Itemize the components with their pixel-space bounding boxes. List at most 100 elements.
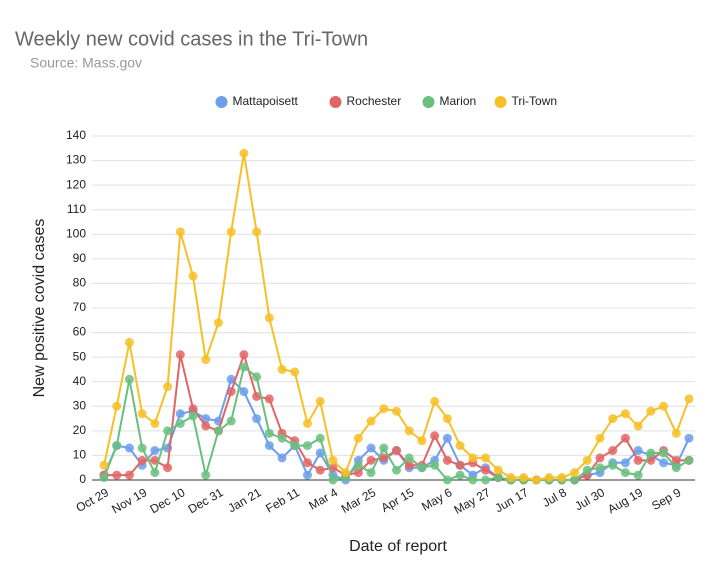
x-tick-label: Jul 8 xyxy=(540,485,569,510)
data-point xyxy=(226,387,236,397)
data-point xyxy=(99,460,109,470)
data-point xyxy=(353,460,363,470)
data-point xyxy=(163,463,173,473)
data-point xyxy=(659,458,669,468)
data-point xyxy=(201,414,211,424)
data-point xyxy=(175,409,185,419)
data-point xyxy=(226,227,236,237)
data-point xyxy=(112,470,122,480)
data-point xyxy=(430,396,440,406)
y-tick-label: 90 xyxy=(73,251,87,265)
y-tick-label: 30 xyxy=(73,398,87,412)
data-point xyxy=(201,421,211,431)
data-point xyxy=(430,431,440,441)
series-line xyxy=(103,365,690,482)
x-tick-label: Apr 15 xyxy=(379,485,417,515)
data-point xyxy=(341,468,351,478)
x-tick-label: Oct 29 xyxy=(73,485,111,515)
data-point xyxy=(557,473,567,483)
x-tick-label: Dec 31 xyxy=(186,485,226,516)
data-point xyxy=(277,433,287,443)
data-point xyxy=(659,448,669,458)
data-point xyxy=(379,453,389,463)
data-point xyxy=(659,401,669,411)
data-point xyxy=(239,387,249,397)
data-point xyxy=(137,443,147,453)
data-point xyxy=(366,468,376,478)
data-point xyxy=(481,453,491,463)
data-point xyxy=(175,418,185,428)
chart-subtitle: Source: Mass.gov xyxy=(30,55,142,71)
data-point xyxy=(595,453,605,463)
x-tick-label: Mar 25 xyxy=(339,485,379,516)
y-tick-label: 20 xyxy=(73,423,87,437)
data-point xyxy=(404,460,414,470)
x-tick-label: Jul 30 xyxy=(572,485,607,513)
data-point xyxy=(455,441,465,451)
data-point xyxy=(277,453,287,463)
y-tick-label: 130 xyxy=(66,153,86,167)
data-point xyxy=(646,406,656,416)
data-point xyxy=(264,313,274,323)
data-point xyxy=(213,426,223,436)
data-point xyxy=(392,446,401,456)
data-point xyxy=(124,443,134,453)
y-tick-label: 60 xyxy=(73,325,87,339)
data-point xyxy=(201,355,211,365)
y-tick-label: 110 xyxy=(67,202,86,216)
y-tick-label: 120 xyxy=(66,177,86,191)
legend-marker xyxy=(494,96,507,108)
data-point xyxy=(671,428,681,438)
legend-label: Marion xyxy=(440,94,477,108)
data-point xyxy=(620,409,630,419)
data-point xyxy=(290,367,300,377)
y-tick-label: 80 xyxy=(73,276,87,290)
data-point xyxy=(252,414,262,424)
data-point xyxy=(239,362,249,372)
data-point xyxy=(252,391,262,401)
data-point xyxy=(442,455,452,465)
data-point xyxy=(595,433,605,443)
x-tick-label: Feb 11 xyxy=(263,485,302,516)
data-point xyxy=(328,455,338,465)
data-point xyxy=(379,443,389,453)
data-point xyxy=(315,396,325,406)
data-point xyxy=(264,441,274,451)
data-point xyxy=(353,433,363,443)
data-point xyxy=(506,473,516,483)
data-point xyxy=(137,409,147,419)
data-point xyxy=(201,470,211,480)
data-point xyxy=(366,416,376,426)
data-point xyxy=(633,421,643,431)
y-tick-label: 140 xyxy=(66,128,86,142)
data-point xyxy=(124,470,134,480)
data-point xyxy=(671,463,681,473)
data-point xyxy=(493,473,503,483)
data-point xyxy=(468,475,478,485)
legend-marker xyxy=(422,96,435,108)
legend-label: Tri-Town xyxy=(512,94,558,108)
data-point xyxy=(442,475,452,485)
data-point xyxy=(404,426,414,436)
data-point xyxy=(366,455,376,465)
data-point xyxy=(404,453,414,463)
data-point xyxy=(302,470,312,480)
data-point xyxy=(175,227,185,237)
data-point xyxy=(570,468,580,478)
data-point xyxy=(417,463,427,473)
data-point xyxy=(353,468,363,478)
data-point xyxy=(646,448,656,458)
data-point xyxy=(633,455,643,465)
y-tick-label: 70 xyxy=(73,300,87,314)
data-point xyxy=(620,433,630,443)
data-point xyxy=(582,465,592,475)
data-point xyxy=(150,446,160,456)
x-tick-label: Dec 10 xyxy=(147,485,187,516)
data-point xyxy=(633,470,643,480)
data-point xyxy=(392,465,401,475)
data-point xyxy=(302,441,312,451)
data-point xyxy=(481,475,491,485)
data-point xyxy=(620,468,630,478)
data-point xyxy=(315,465,325,475)
